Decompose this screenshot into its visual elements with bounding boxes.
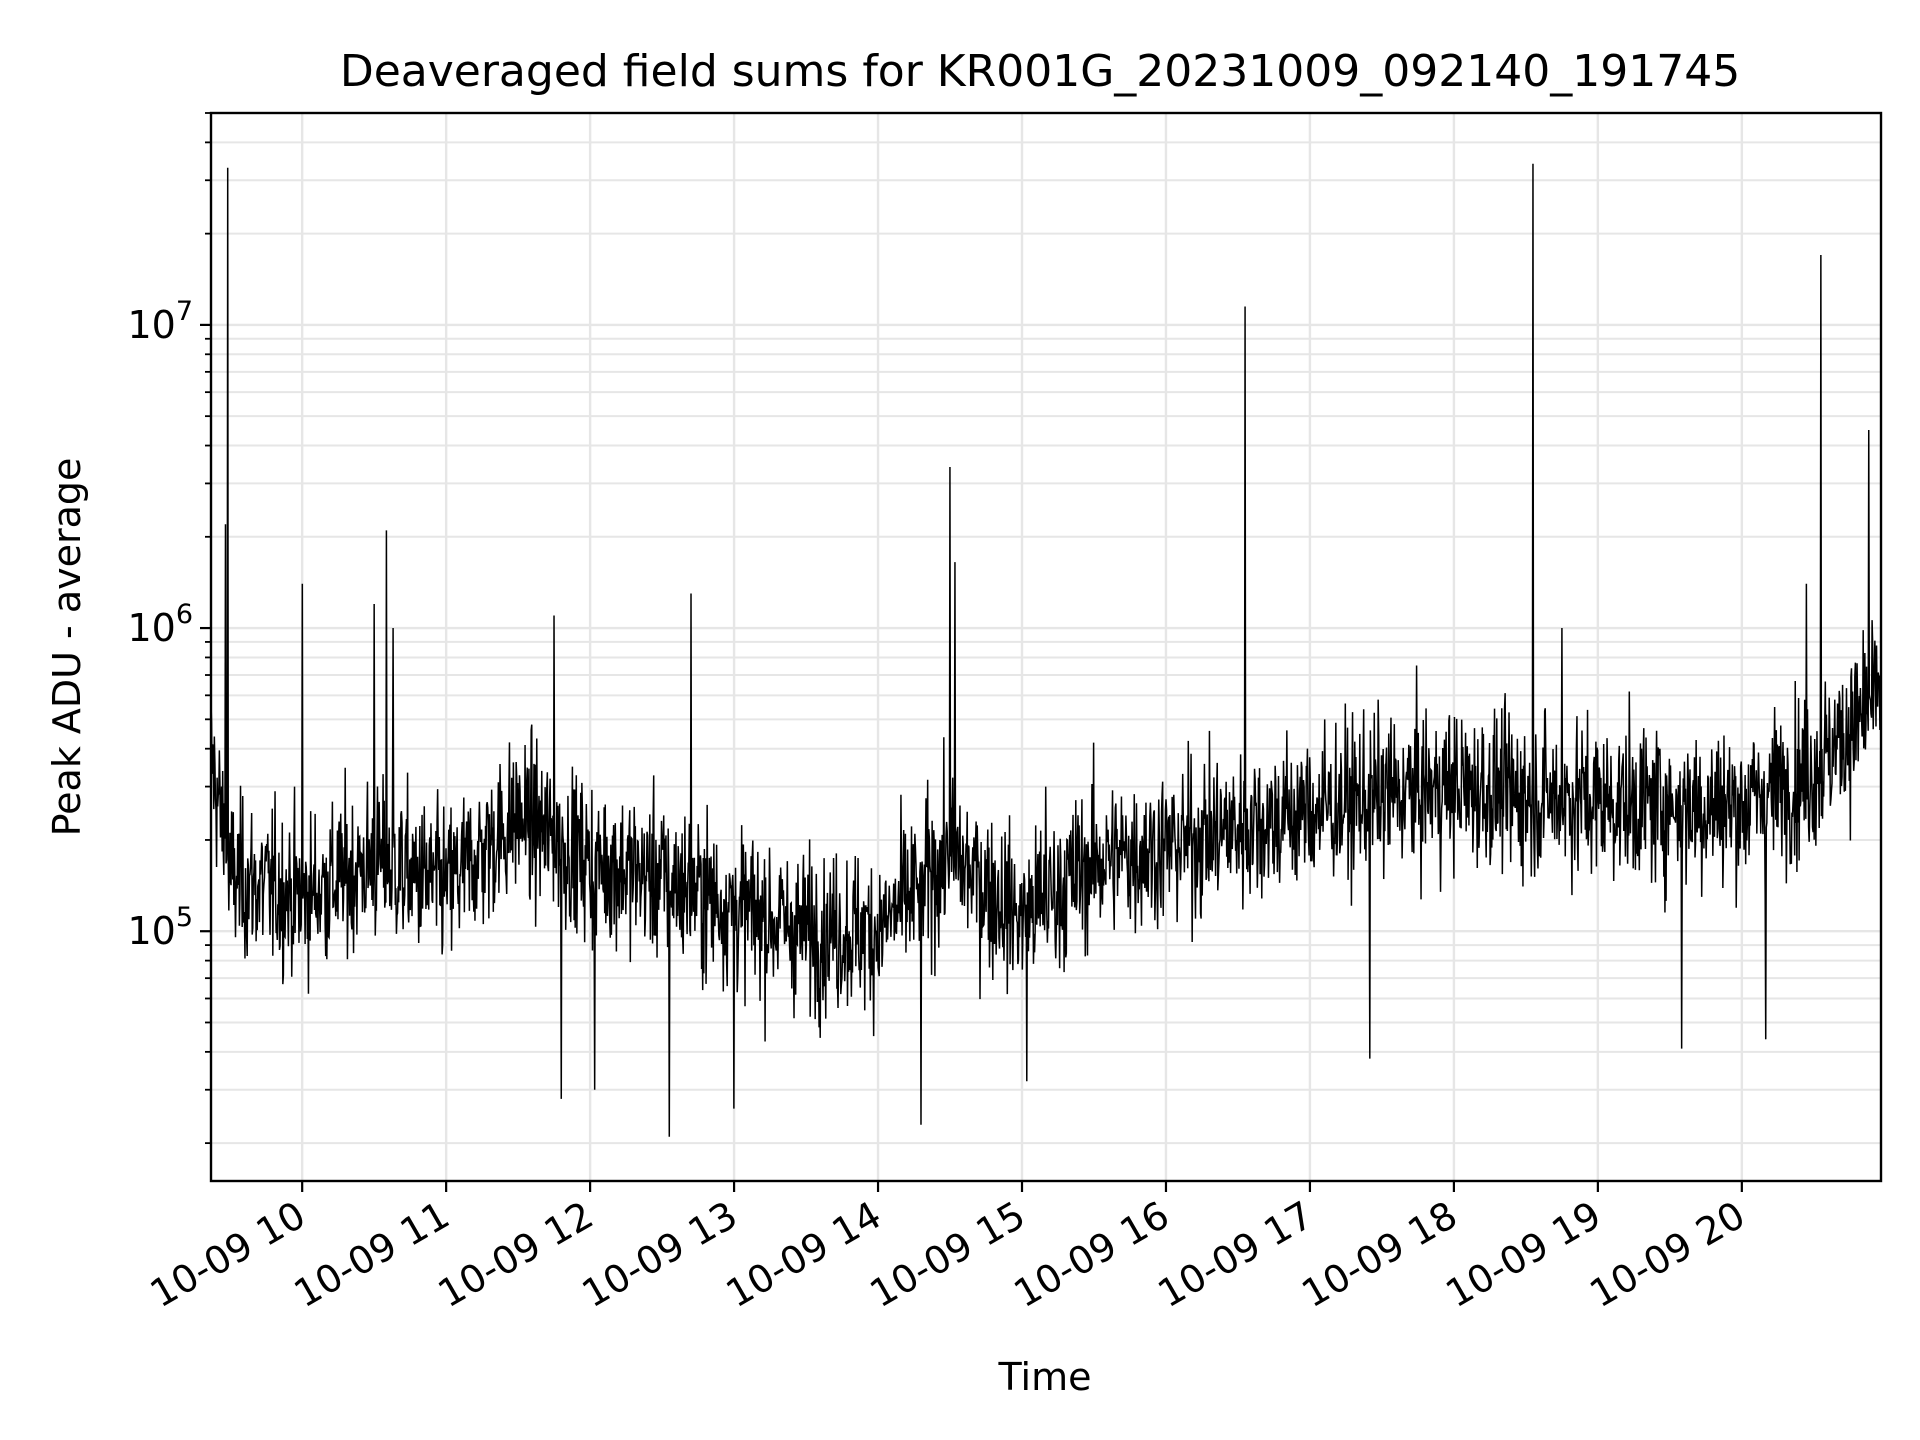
y-axis-label: Peak ADU - average (45, 458, 89, 837)
series-line (210, 163, 1882, 1137)
series-layer (210, 163, 1882, 1137)
y-tick-label: 106 (127, 599, 193, 650)
y-tick-label: 107 (127, 296, 193, 347)
y-axis: 105 106 107 (127, 112, 211, 1145)
chart-title: Deaveraged field sums for KR001G_2023100… (340, 46, 1740, 97)
x-axis-label: Time (998, 1355, 1092, 1399)
y-tick-label: 105 (127, 902, 193, 953)
plot-frame (209, 111, 1883, 1183)
